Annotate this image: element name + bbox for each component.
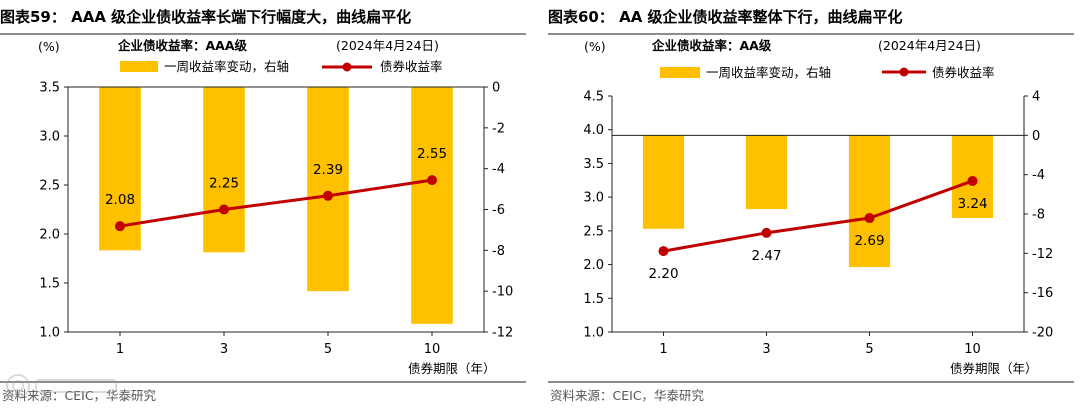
yield-label-10: 3.24 [957, 196, 987, 212]
legend-line-marker [899, 67, 909, 77]
y-tick-label-right: -10 [492, 285, 513, 300]
yield-label-3: 2.25 [209, 176, 239, 192]
y-tick-label-left: 2.0 [39, 228, 60, 243]
title-rule [0, 33, 526, 35]
bar-5 [307, 87, 349, 292]
y-tick-label-right: -12 [492, 326, 513, 341]
x-tick-label: 10 [964, 342, 981, 357]
yield-line [119, 178, 433, 228]
bar-3 [745, 135, 788, 210]
y-tick-label-right: 0 [1032, 129, 1040, 144]
bar-3 [203, 87, 245, 253]
unit-label-left: (%) [584, 39, 606, 54]
x-tick-label: 5 [324, 342, 332, 357]
bar-1 [642, 135, 685, 229]
y-tick-label-right: 0 [492, 81, 500, 96]
y-tick-label-right: -16 [1032, 286, 1053, 301]
legend-line-label: 债券收益率 [932, 65, 995, 80]
title-rule [548, 33, 1074, 35]
yield-point-10 [427, 175, 437, 186]
yield-label-1: 2.20 [648, 266, 678, 282]
yield-point-5 [864, 213, 875, 224]
yield-label-5: 2.39 [313, 162, 343, 178]
yield-label-5: 2.69 [854, 233, 884, 249]
y-tick-label-right: -6 [492, 203, 505, 218]
bar-5 [848, 135, 891, 268]
y-tick-label-right: -4 [1032, 168, 1045, 183]
unit-label-left: (%) [38, 39, 60, 54]
x-axis-label: 债券期限（年） [408, 361, 496, 376]
y-tick-label-right: -2 [492, 121, 505, 136]
y-tick-label-right: 4 [1032, 90, 1040, 105]
x-tick-label: 3 [762, 342, 770, 357]
yield-label-10: 2.55 [417, 146, 447, 162]
y-tick-label-left: 2.5 [39, 179, 60, 194]
yield-point-3 [219, 204, 229, 215]
yield-label-3: 2.47 [751, 248, 781, 264]
chart-subtitle: 企业债收益率：AAA级 [117, 38, 248, 53]
y-tick-label-right: -8 [492, 244, 505, 259]
legend-line-marker [342, 62, 352, 72]
legend-bar-swatch [660, 67, 700, 78]
legend-bar-label: 一周收益率变动，右轴 [164, 59, 289, 74]
y-tick-label-left: 3.5 [39, 81, 60, 96]
footer-rule [548, 381, 1074, 383]
x-tick-label: 3 [220, 342, 228, 357]
y-tick-label-left: 3.0 [39, 130, 60, 145]
footer-rule [0, 381, 526, 383]
yield-point-1 [658, 246, 669, 257]
x-tick-label: 5 [865, 342, 873, 357]
figure-title: 图表60： AA 级企业债收益率整体下行，曲线扁平化 [548, 8, 903, 26]
legend-bar-swatch [120, 61, 158, 72]
yield-point-10 [967, 175, 978, 186]
y-tick-label-right: -8 [1032, 208, 1045, 223]
y-tick-label-right: -4 [492, 162, 505, 177]
plot-area: 1.0 1.5 2.0 2.5 3.0 3.5 4.0 4.5 -20 -16 -12 -8 -4 0 4 1… [583, 90, 1053, 358]
watermark-logo [6, 374, 117, 398]
y-tick-label-left: 1.5 [583, 292, 604, 307]
legend-bar-label: 一周收益率变动，右轴 [706, 65, 831, 80]
chart-panel-aa: 图表60： AA 级企业债收益率整体下行，曲线扁平化 (%) 企业债收益率：AA… [548, 0, 1078, 414]
chart-aa: (%) 企业债收益率：AA级 (2024年4月24日) 一周收益率变动，右轴 债… [583, 38, 1053, 376]
y-tick-label-left: 4.0 [583, 123, 604, 138]
chart-panel-aaa: 图表59： AAA 级企业债收益率长端下行幅度大，曲线扁平化 (%) 企业债收益… [0, 0, 530, 414]
y-tick-label-left: 1.5 [39, 277, 60, 292]
source-note: 资料来源：CEIC，华泰研究 [550, 388, 705, 403]
figure-title: 图表59： AAA 级企业债收益率长端下行幅度大，曲线扁平化 [0, 8, 412, 26]
yield-label-1: 2.08 [105, 192, 135, 208]
y-tick-label-left: 3.0 [583, 191, 604, 206]
x-tick-label: 1 [116, 342, 124, 357]
bar-10 [411, 87, 453, 324]
y-tick-label-left: 4.5 [583, 90, 604, 105]
y-tick-label-left: 3.5 [583, 157, 604, 172]
chart-subtitle: 企业债收益率：AA级 [651, 38, 772, 53]
legend-line-label: 债券收益率 [380, 59, 443, 74]
yield-point-1 [115, 221, 125, 232]
y-tick-label-right: -20 [1032, 326, 1053, 341]
x-tick-label: 10 [424, 342, 441, 357]
date-note: (2024年4月24日) [336, 38, 439, 53]
y-tick-label-left: 2.0 [583, 258, 604, 273]
y-tick-label-left: 1.0 [39, 326, 60, 341]
chart-aaa: (%) 企业债收益率：AAA级 (2024年4月24日) 一周收益率变动，右轴 … [38, 38, 513, 376]
x-axis-label: 债券期限（年） [950, 361, 1038, 376]
yield-line [663, 179, 974, 253]
plot-area: 1.0 1.5 2.0 2.5 3.0 3.5 -12 -10 -8 -6 -4 -2 0 1 3 5 10 2.… [39, 81, 513, 358]
yield-point-5 [323, 190, 333, 201]
y-tick-label-left: 2.5 [583, 224, 604, 239]
y-tick-label-right: -12 [1032, 247, 1053, 262]
y-tick-label-left: 1.0 [583, 326, 604, 341]
source-note: 资料来源：CEIC，华泰研究 [2, 388, 157, 403]
date-note: (2024年4月24日) [878, 38, 981, 53]
yield-point-3 [761, 227, 772, 238]
x-tick-label: 1 [659, 342, 667, 357]
